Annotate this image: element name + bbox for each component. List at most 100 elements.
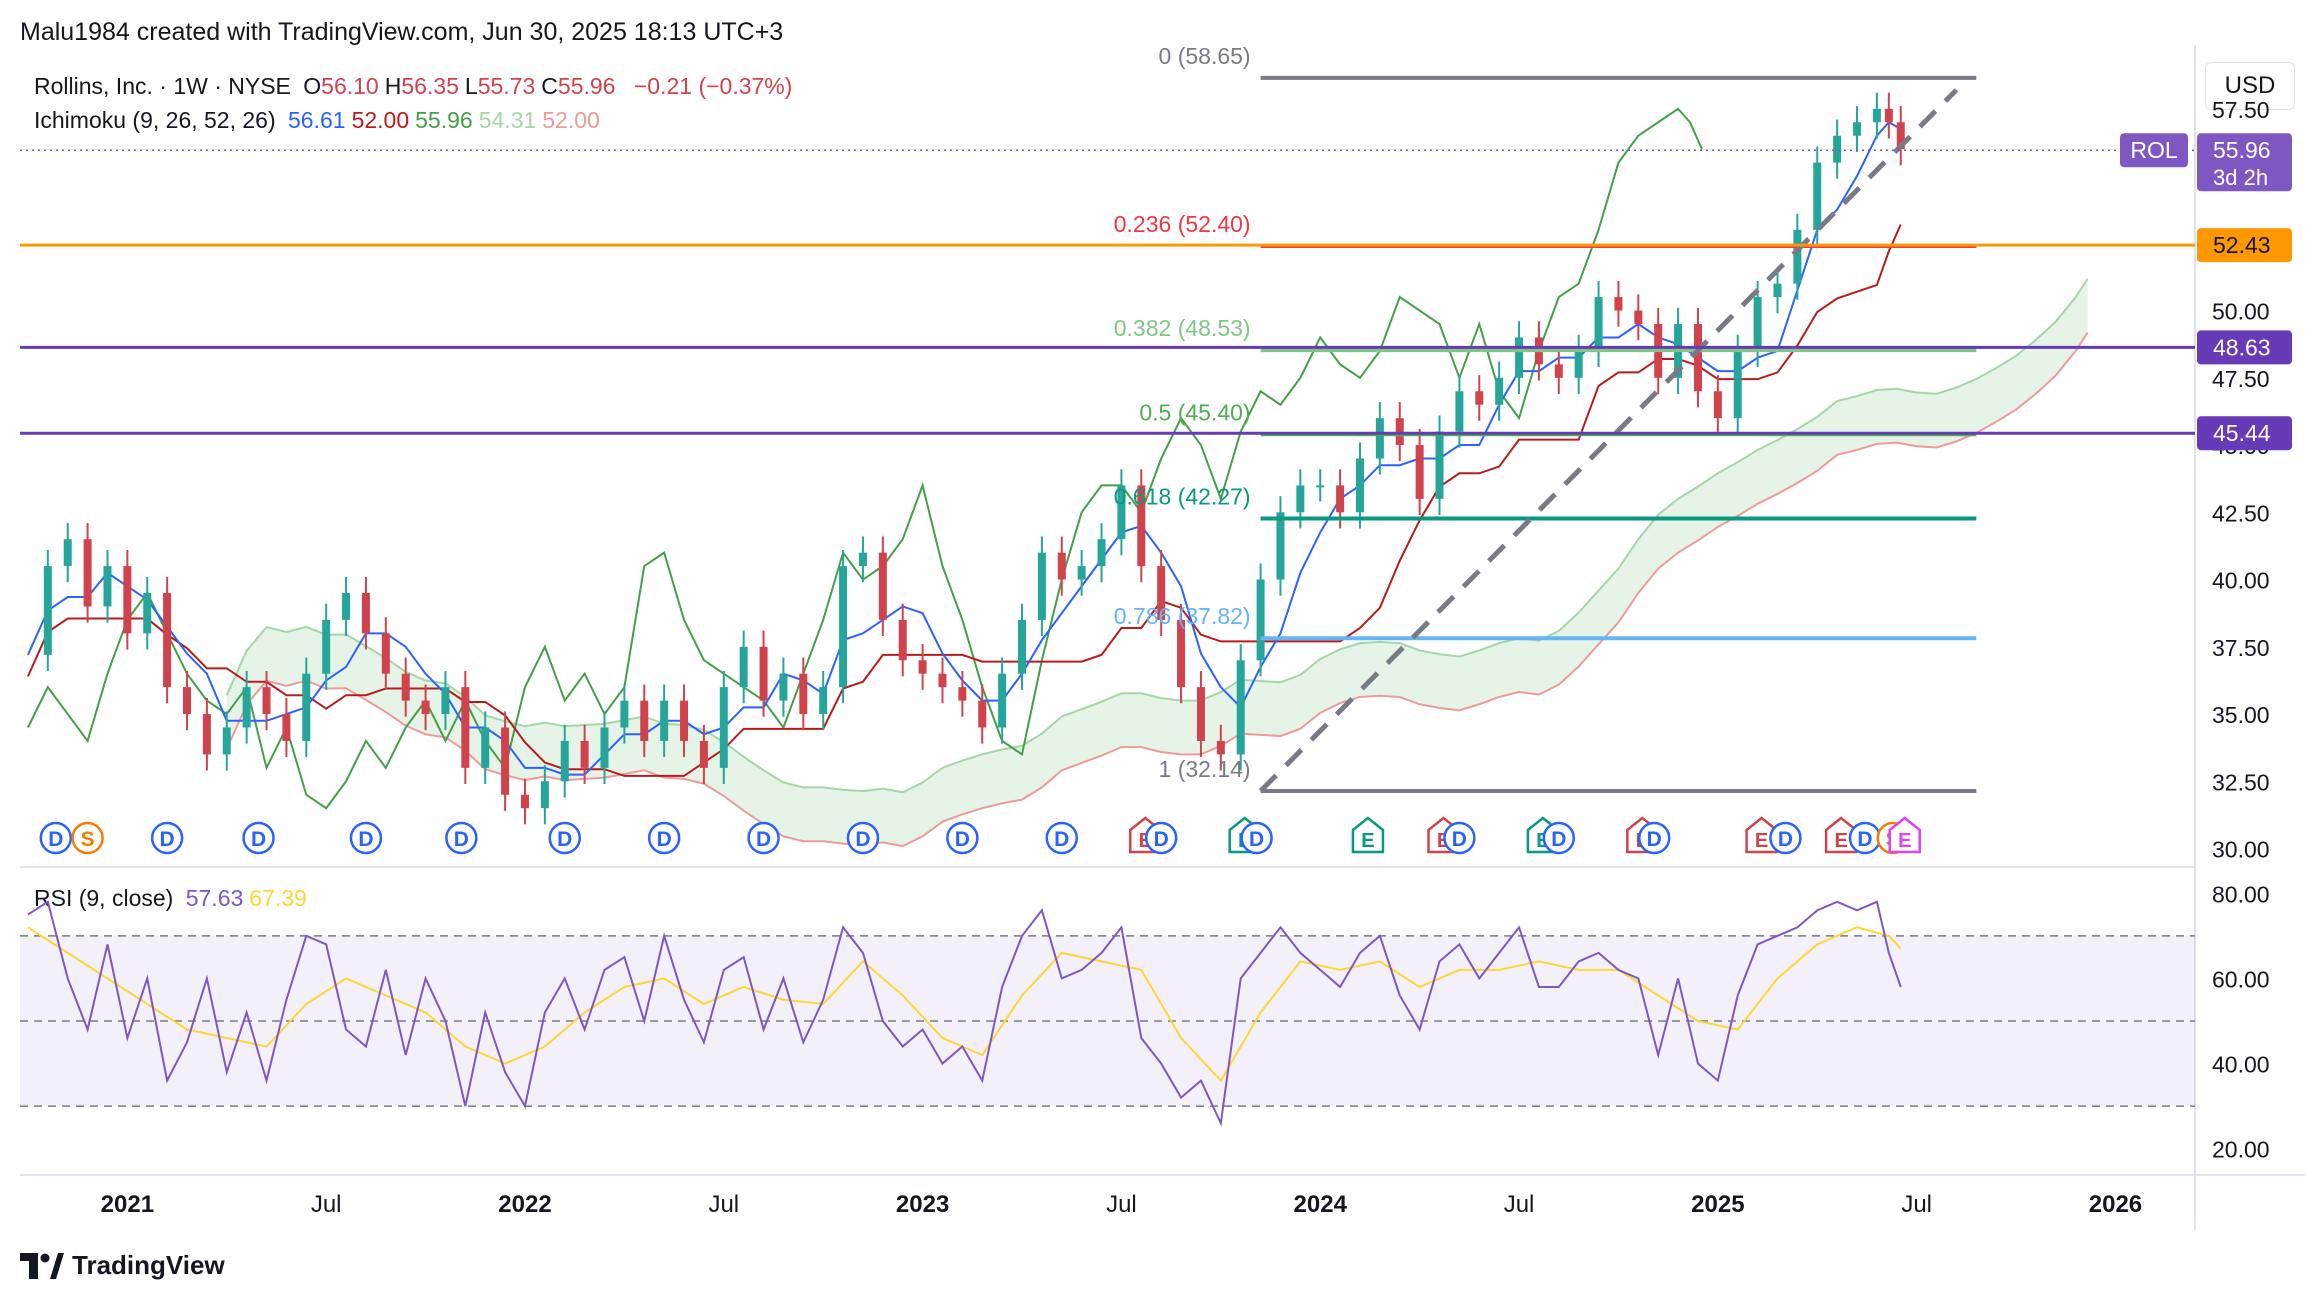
event-marker-label: D — [1857, 828, 1872, 851]
split-marker[interactable] — [71, 821, 104, 855]
earnings-marker[interactable] — [1888, 816, 1921, 854]
price-tick-label: 30.00 — [2212, 837, 2270, 863]
price-badge — [2197, 416, 2292, 451]
time-tick-label: 2024 — [1294, 1191, 1348, 1218]
dividend-marker[interactable] — [39, 821, 73, 855]
dividend-marker[interactable] — [846, 821, 880, 855]
earnings-marker[interactable] — [1351, 816, 1385, 854]
rsi-tick-label: 60.00 — [2212, 966, 2270, 992]
candle-body — [322, 619, 331, 674]
candle-body — [1057, 552, 1066, 580]
earnings-marker-label: E — [1361, 830, 1374, 852]
price-badge-countdown: 3d 2h — [2213, 165, 2268, 190]
candle-body — [63, 539, 72, 567]
candle-body — [83, 539, 92, 607]
rsi-values: 57.63 67.39 — [186, 885, 313, 911]
symbol-name: Rollins, Inc. · 1W · NYSE — [34, 73, 291, 99]
event-marker-label: D — [1551, 828, 1566, 851]
candle-body — [1117, 485, 1126, 540]
price-badge-value: 55.96 — [2213, 137, 2271, 163]
dividend-marker[interactable] — [1769, 821, 1802, 855]
candle-body — [401, 673, 410, 701]
dividend-marker[interactable] — [946, 821, 979, 855]
event-marker-label: D — [1154, 828, 1169, 851]
attribution-text: Malu1984 created with TradingView.com, J… — [20, 18, 784, 46]
dividend-marker[interactable] — [1443, 821, 1476, 855]
time-tick-label: Jul — [311, 1191, 342, 1218]
candle-body — [1495, 377, 1504, 405]
symbol-legend: Rollins, Inc. · 1W · NYSE O56.10 H56.35 L5… — [34, 73, 798, 100]
dividend-marker[interactable] — [150, 821, 184, 855]
rsi-name: RSI (9, close) — [34, 885, 174, 911]
rsi-value-0: 57.63 — [185, 885, 244, 911]
dividend-marker[interactable] — [349, 821, 383, 855]
candle-body — [242, 687, 251, 728]
dividend-marker[interactable] — [747, 821, 780, 855]
candle-body — [1554, 364, 1563, 378]
tradingview-logo[interactable]: TradingView — [20, 1250, 225, 1281]
event-marker-label: D — [955, 828, 970, 851]
candle-body — [998, 673, 1007, 728]
candle-body — [640, 700, 649, 741]
candle-body — [342, 593, 351, 620]
event-marker-label: S — [81, 828, 95, 851]
candle-body — [1256, 579, 1265, 661]
candle-body — [1037, 552, 1046, 620]
time-tick-label: Jul — [1106, 1191, 1137, 1218]
candle-body — [1793, 229, 1802, 284]
senkou-span-b — [225, 332, 2089, 848]
candle-body — [1896, 122, 1905, 150]
fib-level-label: 0 (58.65) — [1159, 43, 1251, 69]
candle-body — [183, 687, 192, 715]
event-marker-label: D — [855, 828, 870, 851]
candle-body — [878, 552, 887, 620]
rsi-legend: RSI (9, close) 57.63 67.39 — [34, 885, 319, 912]
dividend-marker[interactable] — [647, 821, 681, 855]
dividend-marker[interactable] — [1240, 821, 1273, 855]
ichimoku-cloud — [226, 278, 2088, 847]
ichimoku-legend: Ichimoku (9, 26, 52, 26) 56.61 52.00 55.96… — [34, 107, 612, 134]
candle-body — [143, 593, 152, 634]
dividend-marker[interactable] — [445, 821, 478, 855]
fib-trend-line[interactable] — [1258, 88, 1959, 793]
earnings-marker-label: E — [1898, 830, 1911, 852]
time-tick-label: 2023 — [896, 1191, 949, 1218]
candle-body — [361, 593, 370, 634]
ohlc-value-H: 56.35 — [401, 73, 459, 99]
time-tick-label: 2021 — [101, 1191, 154, 1218]
symbol-badge-label: ROL — [2130, 137, 2178, 163]
event-marker-label: D — [1054, 828, 1069, 851]
fib-level-label: 0.618 (42.27) — [1114, 483, 1251, 509]
candle-body — [819, 687, 828, 715]
dividend-marker[interactable] — [1637, 821, 1671, 855]
candle-body — [1693, 324, 1702, 392]
candle-body — [660, 700, 669, 741]
time-tick-label: 2026 — [2089, 1191, 2142, 1218]
dividend-marker[interactable] — [1144, 821, 1178, 855]
candle-body — [699, 740, 708, 768]
fib-level-label: 0.786 (37.82) — [1114, 603, 1251, 629]
candle-body — [1435, 431, 1444, 499]
event-marker-label: D — [1249, 828, 1264, 851]
candle-body — [1455, 391, 1464, 432]
candle-body — [540, 781, 549, 809]
dividend-marker[interactable] — [548, 821, 581, 855]
ichimoku-value-4: 52.00 — [542, 107, 600, 133]
rsi-tick-label: 40.00 — [2212, 1052, 2270, 1078]
dividend-marker[interactable] — [1542, 821, 1576, 855]
price-tick-label: 50.00 — [2212, 299, 2270, 325]
event-marker-label: D — [160, 828, 175, 851]
dividend-marker[interactable] — [1045, 821, 1079, 855]
candle-body — [1157, 566, 1166, 620]
candle-body — [1853, 122, 1862, 136]
dividend-marker[interactable] — [242, 821, 275, 855]
candle-body — [302, 673, 311, 741]
candle-body — [1395, 418, 1404, 446]
currency-selector[interactable]: USD — [2205, 62, 2295, 110]
candle-body — [1336, 485, 1345, 513]
ohlc-value-O: 56.10 — [321, 73, 379, 99]
candle-body — [1177, 619, 1186, 688]
fib-level-label: 0.236 (52.40) — [1114, 211, 1251, 237]
ohlc-label-O: O — [303, 73, 322, 99]
